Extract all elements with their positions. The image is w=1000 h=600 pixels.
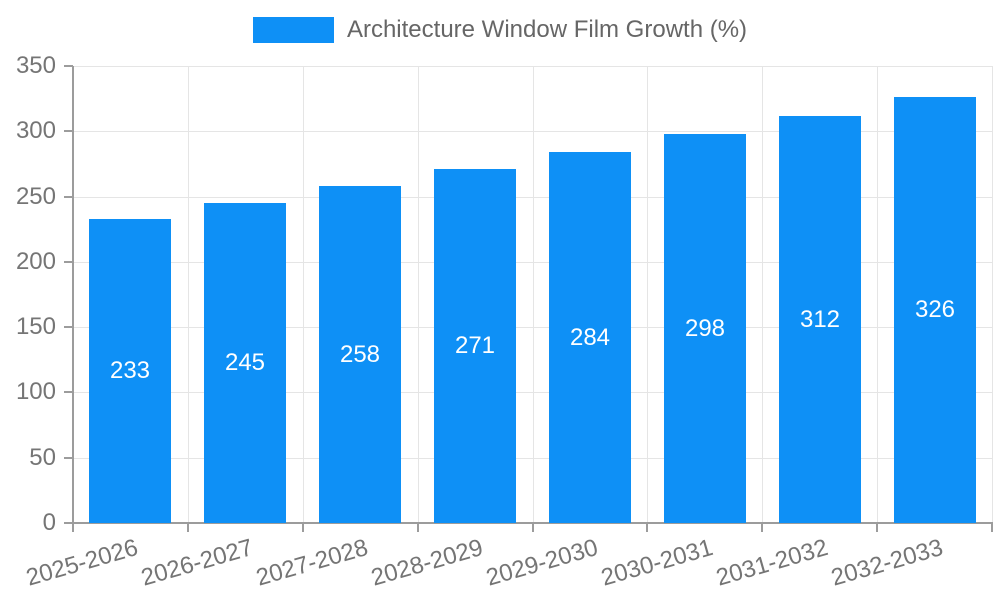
bar[interactable]: 312	[779, 116, 861, 523]
y-axis-tick-label: 350	[15, 52, 56, 79]
x-axis-tick-label: 2029-2030	[483, 534, 602, 592]
y-gridline	[73, 458, 992, 459]
x-axis-tick-label: 2027-2028	[253, 534, 372, 592]
x-axis-tick	[532, 523, 534, 532]
bar[interactable]: 271	[434, 169, 516, 523]
y-axis-tick	[64, 65, 73, 67]
y-gridline	[73, 392, 992, 393]
y-axis-line	[72, 66, 74, 525]
y-axis-tick-label: 100	[15, 378, 56, 405]
y-axis-tick-label: 300	[15, 117, 56, 144]
x-axis-tick-label: 2025-2026	[23, 534, 142, 592]
bar-value-label: 298	[684, 314, 726, 342]
x-axis-tick	[991, 523, 993, 532]
x-axis-tick-label: 2026-2027	[138, 534, 257, 592]
y-axis-tick-label: 150	[15, 313, 56, 340]
y-gridline	[73, 66, 992, 67]
y-axis-tick	[64, 261, 73, 263]
x-axis-tick	[876, 523, 878, 532]
y-gridline	[73, 262, 992, 263]
x-gridline	[762, 66, 763, 523]
x-gridline	[877, 66, 878, 523]
legend-swatch	[252, 17, 334, 43]
y-axis-tick	[64, 391, 73, 393]
y-axis-tick	[64, 326, 73, 328]
y-gridline	[73, 197, 992, 198]
x-gridline	[418, 66, 419, 523]
x-gridline	[188, 66, 189, 523]
x-axis-tick-label: 2031-2032	[713, 534, 832, 592]
y-axis-tick	[64, 522, 73, 524]
y-axis-tick-label: 200	[15, 248, 56, 275]
y-axis-tick-label: 250	[15, 183, 56, 210]
x-gridline	[303, 66, 304, 523]
x-axis-tick-label: 2032-2033	[828, 534, 947, 592]
x-gridline	[647, 66, 648, 523]
x-axis-line	[72, 522, 993, 524]
bar[interactable]: 245	[204, 203, 286, 523]
x-axis-tick	[72, 523, 74, 532]
x-axis-tick	[187, 523, 189, 532]
legend-label: Architecture Window Film Growth (%)	[346, 16, 748, 43]
y-axis-tick	[64, 196, 73, 198]
bar-value-label: 245	[224, 349, 266, 376]
bar[interactable]: 326	[894, 97, 976, 523]
x-axis-tick	[761, 523, 763, 532]
bar-value-label: 271	[454, 332, 496, 359]
bar-value-label: 326	[914, 296, 956, 323]
y-gridline	[73, 131, 992, 132]
x-axis-tick-label: 2028-2029	[368, 534, 487, 592]
x-axis-tick	[646, 523, 648, 532]
bar-value-label: 284	[569, 323, 611, 351]
bar-value-label: 233	[109, 357, 151, 384]
y-axis-tick	[64, 457, 73, 459]
y-axis-tick	[64, 130, 73, 132]
legend-item[interactable]: Architecture Window Film Growth (%)	[0, 16, 1000, 44]
x-axis-tick	[302, 523, 304, 532]
bar[interactable]: 284	[549, 152, 631, 523]
y-axis-tick-label: 50	[29, 444, 56, 471]
bar-value-label: 258	[339, 340, 381, 368]
y-gridline	[73, 327, 992, 328]
y-axis-tick-label: 0	[42, 509, 56, 536]
bar[interactable]: 298	[664, 134, 746, 523]
bar[interactable]: 233	[89, 219, 171, 523]
x-gridline	[992, 66, 993, 523]
bar[interactable]: 258	[319, 186, 401, 523]
x-axis-tick	[417, 523, 419, 532]
x-gridline	[533, 66, 534, 523]
x-axis-tick-label: 2030-2031	[598, 534, 717, 592]
bar-value-label: 312	[799, 305, 841, 333]
